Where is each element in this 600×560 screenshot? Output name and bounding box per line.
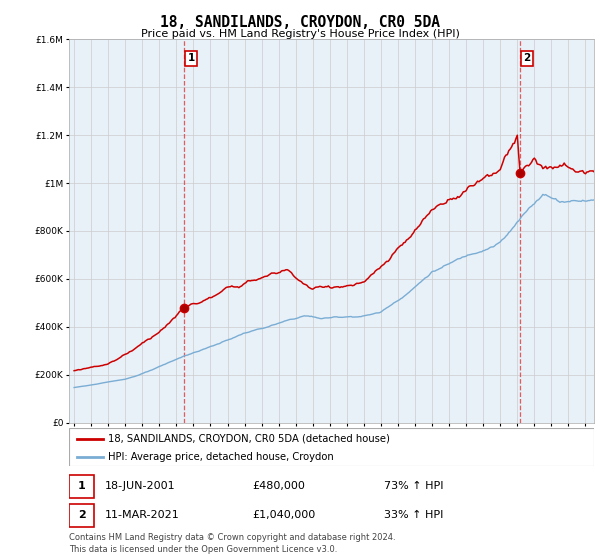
Text: 2: 2 bbox=[523, 53, 530, 63]
Text: Contains HM Land Registry data © Crown copyright and database right 2024.
This d: Contains HM Land Registry data © Crown c… bbox=[69, 533, 395, 554]
Text: £480,000: £480,000 bbox=[253, 481, 305, 491]
Text: 18, SANDILANDS, CROYDON, CR0 5DA: 18, SANDILANDS, CROYDON, CR0 5DA bbox=[160, 15, 440, 30]
Text: 73% ↑ HPI: 73% ↑ HPI bbox=[384, 481, 443, 491]
Text: 2: 2 bbox=[78, 510, 85, 520]
Text: 18-JUN-2001: 18-JUN-2001 bbox=[105, 481, 175, 491]
Text: 18, SANDILANDS, CROYDON, CR0 5DA (detached house): 18, SANDILANDS, CROYDON, CR0 5DA (detach… bbox=[109, 433, 390, 444]
Bar bbox=[69, 475, 94, 498]
Text: Price paid vs. HM Land Registry's House Price Index (HPI): Price paid vs. HM Land Registry's House … bbox=[140, 29, 460, 39]
Text: £1,040,000: £1,040,000 bbox=[253, 510, 316, 520]
Bar bbox=[69, 503, 94, 526]
Text: 1: 1 bbox=[78, 481, 85, 491]
Text: 33% ↑ HPI: 33% ↑ HPI bbox=[384, 510, 443, 520]
Text: HPI: Average price, detached house, Croydon: HPI: Average price, detached house, Croy… bbox=[109, 452, 334, 462]
Text: 11-MAR-2021: 11-MAR-2021 bbox=[105, 510, 179, 520]
Text: 1: 1 bbox=[187, 53, 194, 63]
